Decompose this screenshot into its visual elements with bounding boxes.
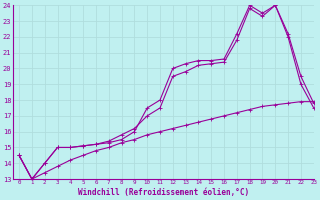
X-axis label: Windchill (Refroidissement éolien,°C): Windchill (Refroidissement éolien,°C) <box>78 188 249 197</box>
